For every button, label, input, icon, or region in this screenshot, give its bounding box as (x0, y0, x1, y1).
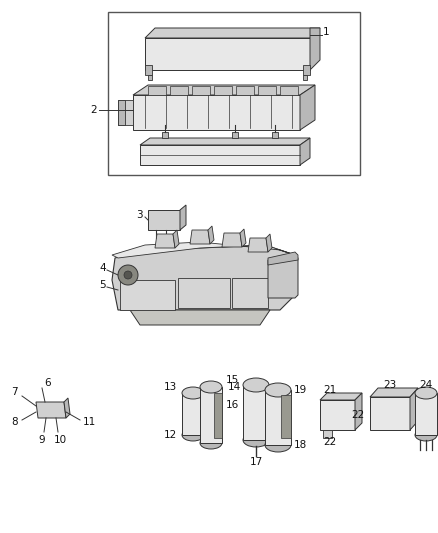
Polygon shape (180, 205, 186, 230)
Ellipse shape (182, 387, 204, 399)
Polygon shape (355, 393, 362, 430)
Polygon shape (200, 387, 222, 443)
Polygon shape (248, 238, 268, 252)
Text: 4: 4 (99, 263, 106, 273)
Polygon shape (310, 28, 320, 70)
Polygon shape (370, 397, 410, 430)
Polygon shape (148, 210, 180, 230)
Text: 21: 21 (323, 385, 337, 395)
Text: 1: 1 (323, 27, 330, 37)
Polygon shape (281, 395, 291, 438)
Polygon shape (265, 390, 291, 445)
Polygon shape (320, 400, 355, 430)
Polygon shape (192, 86, 210, 95)
Polygon shape (300, 138, 310, 165)
Text: 6: 6 (45, 378, 51, 388)
Ellipse shape (200, 437, 222, 449)
Text: 3: 3 (136, 210, 143, 220)
Polygon shape (232, 132, 238, 138)
Polygon shape (178, 278, 230, 308)
Ellipse shape (415, 429, 437, 441)
Polygon shape (182, 393, 204, 435)
Ellipse shape (200, 381, 222, 393)
Text: 14: 14 (228, 382, 241, 392)
Text: 12: 12 (164, 430, 177, 440)
Ellipse shape (243, 378, 269, 392)
Polygon shape (155, 234, 175, 248)
Polygon shape (300, 85, 315, 130)
Polygon shape (268, 252, 298, 265)
Polygon shape (140, 145, 300, 165)
Polygon shape (222, 233, 242, 247)
Polygon shape (272, 132, 278, 138)
Text: 2: 2 (90, 105, 97, 115)
Text: 16: 16 (226, 400, 239, 410)
Text: 22: 22 (352, 410, 365, 420)
Polygon shape (148, 75, 152, 80)
Polygon shape (323, 430, 332, 438)
Polygon shape (258, 86, 276, 95)
Circle shape (124, 271, 132, 279)
Polygon shape (118, 100, 125, 125)
Polygon shape (145, 38, 310, 70)
Polygon shape (162, 132, 168, 138)
Ellipse shape (265, 438, 291, 452)
Text: 19: 19 (294, 385, 307, 395)
Polygon shape (112, 242, 295, 258)
Polygon shape (214, 393, 222, 438)
Text: 8: 8 (11, 417, 18, 427)
Polygon shape (112, 245, 295, 310)
Text: 15: 15 (226, 375, 239, 385)
Polygon shape (208, 226, 214, 244)
Circle shape (118, 265, 138, 285)
Ellipse shape (415, 387, 437, 399)
Text: 17: 17 (249, 457, 263, 467)
Polygon shape (243, 385, 269, 440)
Polygon shape (148, 86, 166, 95)
Polygon shape (36, 402, 66, 418)
Polygon shape (240, 229, 246, 247)
Polygon shape (145, 65, 152, 75)
Text: 9: 9 (39, 435, 45, 445)
Polygon shape (280, 86, 298, 95)
Text: 10: 10 (53, 435, 67, 445)
Polygon shape (118, 100, 133, 125)
Polygon shape (64, 398, 70, 418)
Polygon shape (173, 230, 179, 248)
Text: 13: 13 (164, 382, 177, 392)
Bar (108, 12, 360, 175)
Polygon shape (214, 86, 232, 95)
Polygon shape (415, 393, 437, 435)
Text: 18: 18 (294, 440, 307, 450)
Polygon shape (120, 280, 175, 310)
Polygon shape (268, 255, 298, 298)
Polygon shape (133, 95, 300, 130)
Ellipse shape (243, 433, 269, 447)
Polygon shape (232, 278, 268, 308)
Text: 22: 22 (323, 437, 337, 447)
Text: 7: 7 (11, 387, 18, 397)
Text: 24: 24 (419, 380, 433, 390)
Polygon shape (236, 86, 254, 95)
Text: 5: 5 (99, 280, 106, 290)
Polygon shape (133, 85, 315, 95)
Polygon shape (303, 75, 307, 80)
Ellipse shape (265, 383, 291, 397)
Polygon shape (370, 388, 418, 397)
Text: 11: 11 (83, 417, 96, 427)
Polygon shape (266, 234, 272, 252)
Text: 23: 23 (383, 380, 397, 390)
Polygon shape (410, 388, 418, 430)
Polygon shape (190, 230, 210, 244)
Ellipse shape (182, 429, 204, 441)
Polygon shape (140, 138, 310, 145)
Polygon shape (145, 28, 320, 38)
Polygon shape (320, 393, 362, 400)
Polygon shape (303, 65, 310, 75)
Polygon shape (130, 310, 270, 325)
Polygon shape (170, 86, 188, 95)
